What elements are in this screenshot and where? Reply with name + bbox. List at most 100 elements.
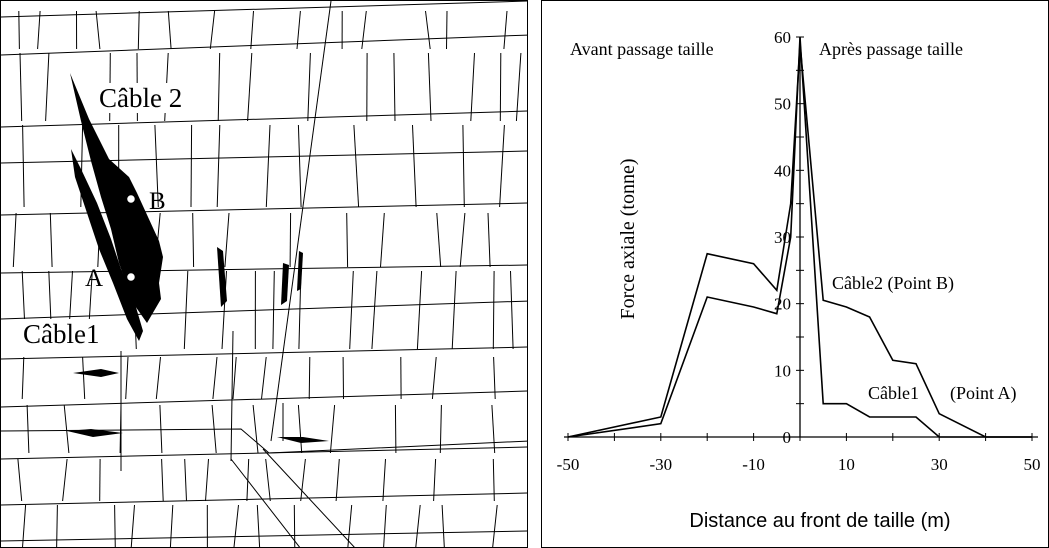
block-edge	[346, 212, 349, 268]
block-edge	[184, 458, 187, 502]
block-edge	[62, 458, 68, 502]
block-edge	[300, 458, 306, 502]
block-edge	[114, 504, 116, 547]
block-edge	[433, 458, 437, 502]
joint-line	[1, 150, 527, 164]
point-b-label: B	[149, 188, 166, 215]
block-edge	[22, 124, 25, 208]
block-edge	[462, 124, 465, 208]
block-edge	[95, 10, 101, 50]
block-joints	[1, 1, 527, 547]
after-label: Après passage taille	[819, 39, 963, 59]
block-edge	[510, 270, 514, 350]
block-edge	[82, 356, 86, 400]
block-edge	[45, 52, 50, 122]
block-edge	[439, 404, 442, 454]
cable2-failure-zone	[70, 73, 163, 323]
block-edge	[383, 504, 387, 547]
cable2-label-bg	[97, 83, 197, 113]
block-edge	[492, 458, 495, 502]
point-a-label: A	[85, 265, 103, 292]
series-a-point-label: (Point A)	[950, 383, 1017, 404]
block-edge	[161, 458, 164, 502]
block-edge	[169, 504, 174, 547]
block-edge	[155, 356, 161, 400]
block-edge	[159, 404, 163, 454]
x-tick-label: 10	[838, 455, 855, 474]
failure-streak-4	[73, 369, 119, 377]
block-edge	[18, 10, 20, 50]
block-edge	[56, 504, 58, 547]
block-edge	[137, 10, 140, 50]
block-edge	[265, 124, 271, 208]
block-edge	[154, 124, 159, 208]
block-edge	[492, 270, 495, 350]
block-edge	[224, 212, 230, 268]
cable2-label: Câble 2	[99, 83, 182, 113]
block-edge	[49, 212, 53, 268]
series-a-label: Câble1	[868, 383, 919, 403]
block-edge	[492, 504, 498, 547]
block-edge	[412, 124, 417, 208]
joint-line	[230, 458, 301, 547]
block-edge	[21, 356, 25, 400]
block-edge	[515, 52, 522, 122]
block-edge	[382, 458, 386, 502]
block-edge	[212, 356, 218, 400]
y-tick-label: 60	[774, 28, 791, 47]
block-edge	[431, 356, 437, 400]
block-edge	[211, 404, 217, 454]
block-edge	[205, 458, 209, 502]
block-edge	[19, 52, 23, 122]
failure-streak-5	[67, 429, 123, 437]
cable1-label-bg	[21, 319, 116, 349]
joint-line	[1, 300, 527, 320]
block-edge	[459, 212, 466, 268]
block-edge	[183, 270, 189, 350]
block-edge	[436, 212, 442, 268]
x-tick-label: -10	[742, 455, 765, 474]
block-edge	[499, 52, 502, 122]
cable1-label: Câble1	[23, 319, 99, 349]
block-edge	[297, 404, 303, 454]
block-edge	[192, 212, 195, 268]
block-edge	[246, 458, 250, 502]
block-edge	[329, 404, 336, 454]
series-cable2-line	[567, 43, 1032, 438]
block-edge	[272, 270, 275, 350]
block-edge	[37, 10, 41, 50]
block-edge	[307, 52, 311, 122]
block-edge	[427, 52, 432, 122]
block-edge	[26, 404, 30, 454]
block-edge	[217, 52, 221, 122]
y-tick-label: 40	[774, 161, 791, 180]
joint-line	[1, 446, 527, 460]
x-tick-label: -30	[649, 455, 672, 474]
point-b-marker	[125, 193, 137, 205]
block-edge	[499, 124, 505, 208]
block-edge	[308, 356, 311, 400]
block-edge	[17, 458, 23, 502]
block-edge	[416, 270, 423, 350]
block-edge	[470, 52, 475, 122]
joint-line	[1, 492, 527, 506]
block-edge	[335, 458, 340, 502]
block-edge	[250, 10, 254, 50]
block-edge	[297, 124, 302, 208]
block-edge	[12, 212, 17, 268]
block-edge	[487, 212, 491, 268]
block-edge	[167, 10, 172, 50]
block-edge	[371, 270, 378, 350]
failure-streak-6	[277, 437, 329, 443]
block-edge	[446, 10, 448, 50]
block-edge	[347, 504, 353, 547]
rock-mass-mesh: Câble 2 Câble1 B A	[1, 1, 527, 547]
joint-line	[1, 264, 527, 274]
block-edge	[22, 504, 27, 547]
before-label: Avant passage taille	[570, 39, 714, 59]
block-edge	[393, 52, 396, 122]
block-edge	[247, 52, 253, 122]
block-edge	[296, 10, 301, 50]
